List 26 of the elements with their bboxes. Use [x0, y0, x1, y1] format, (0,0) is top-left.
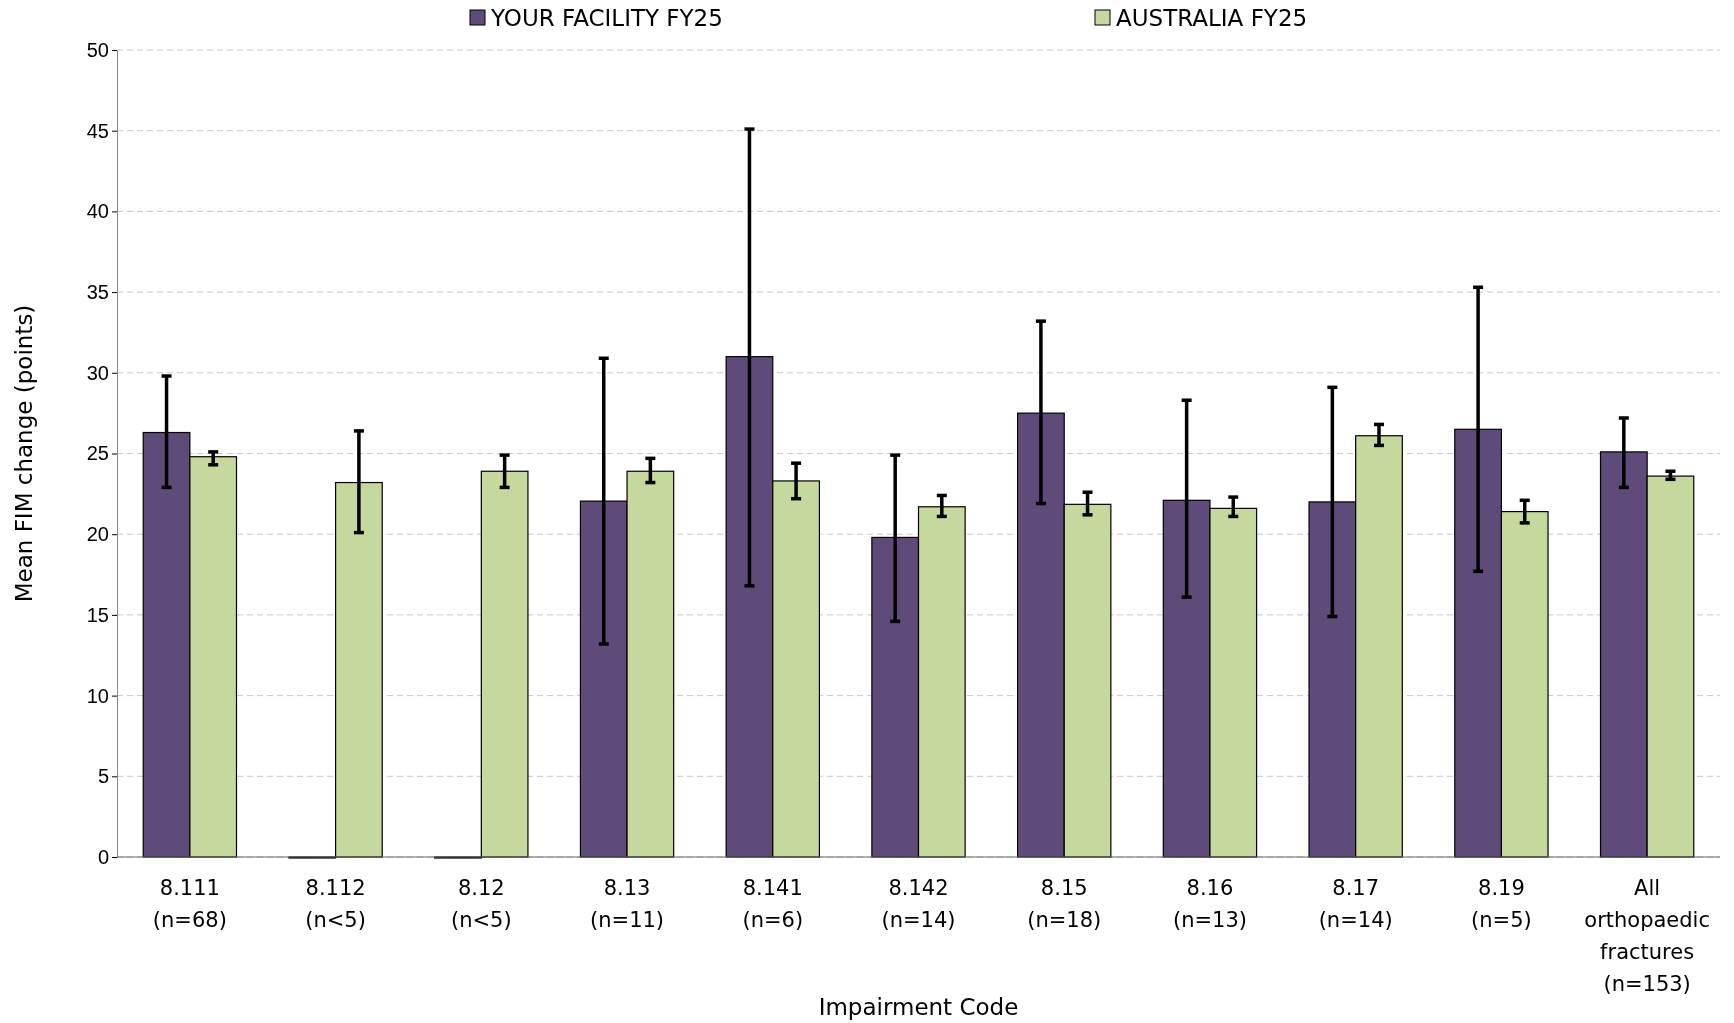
x-tick-label: 8.13 (n=11)	[590, 876, 665, 932]
y-tick-label: 35	[86, 281, 109, 303]
y-tick-label: 45	[86, 119, 109, 142]
x-tick-label: All orthopaedic fractures (n=153)	[1584, 876, 1710, 996]
x-tick-label: 8.16 (n=13)	[1172, 876, 1247, 932]
x-tick-label: 8.142 (n=14)	[881, 876, 956, 932]
x-tick-label: 8.15 (n=18)	[1027, 876, 1102, 932]
y-tick-label: 10	[86, 684, 109, 707]
x-tick-label: 8.19 (n=5)	[1471, 876, 1532, 932]
y-tick-label: 20	[86, 523, 109, 546]
x-tick-label: 8.17 (n=14)	[1318, 876, 1393, 932]
x-tick-label: 8.12 (n<5)	[450, 876, 512, 932]
y-axis-title: Mean FIM change (points)	[11, 304, 37, 603]
x-tick-label: 8.141 (n=6)	[742, 876, 804, 932]
y-tick-label: 25	[86, 442, 109, 465]
y-tick-label: 30	[86, 361, 109, 384]
x-tick-label: 8.111 (n=68)	[152, 876, 227, 932]
x-axis-title: Impairment Code	[818, 994, 1019, 1020]
legend-label: YOUR FACILITY FY25	[490, 5, 723, 31]
y-tick-label: 0	[97, 845, 109, 868]
legend-label: AUSTRALIA FY25	[1116, 5, 1308, 31]
y-tick-label: 50	[86, 38, 109, 61]
y-tick-label: 15	[86, 603, 109, 626]
y-tick-label: 40	[86, 200, 109, 223]
y-tick-label: 5	[97, 765, 109, 788]
x-tick-label: 8.112 (n<5)	[305, 876, 366, 932]
